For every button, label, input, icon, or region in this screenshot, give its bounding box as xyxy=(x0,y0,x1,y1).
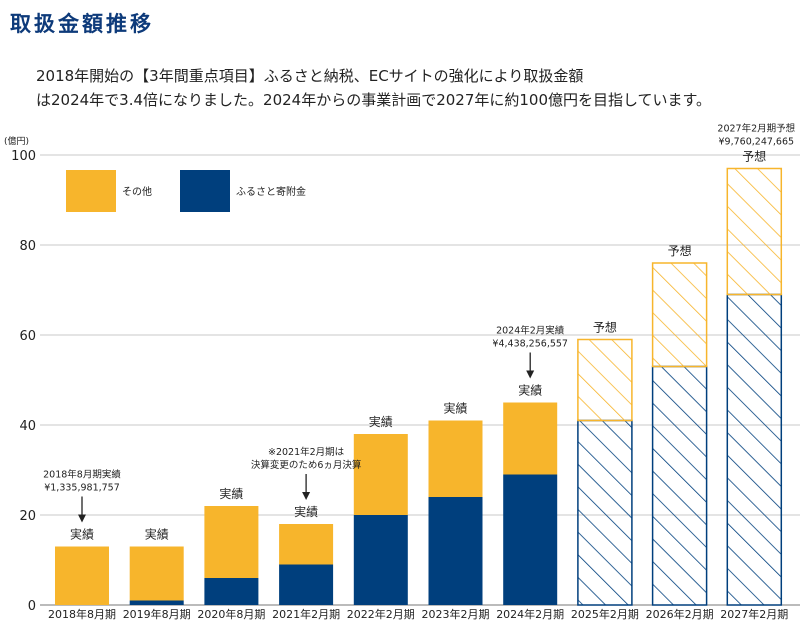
bar-label: 実績 xyxy=(443,401,467,416)
bar-other xyxy=(651,262,708,368)
bar-other xyxy=(353,434,408,515)
description-line-2: は2024年で3.4倍になりました。2024年からの事業計画で2027年に約10… xyxy=(36,91,712,109)
x-tick-label: 2023年2月期 xyxy=(422,607,490,621)
y-tick-label: 40 xyxy=(19,419,36,434)
bar-label: 実績 xyxy=(369,414,393,429)
legend-label: ふるさと寄附金 xyxy=(236,185,306,198)
x-tick-label: 2025年2月期 xyxy=(571,607,639,621)
bar-other xyxy=(279,524,334,565)
x-tick-label: 2018年8月期 xyxy=(48,607,116,621)
bar-other xyxy=(204,506,259,578)
bar-furusato xyxy=(204,578,259,605)
bar-other xyxy=(503,402,558,475)
bar-furusato xyxy=(279,564,334,605)
legend-label: その他 xyxy=(122,185,152,198)
annotation-arrowhead xyxy=(78,514,86,523)
x-tick-label: 2020年8月期 xyxy=(197,607,265,621)
bar-furusato xyxy=(428,497,483,605)
legend-swatch xyxy=(66,170,116,212)
bar-furusato xyxy=(577,419,633,606)
bar-label: 実績 xyxy=(145,527,169,542)
bar-label: 予想 xyxy=(593,320,617,335)
bar-furusato xyxy=(129,600,184,605)
legend-swatch xyxy=(180,170,230,212)
bar-furusato xyxy=(651,365,708,606)
x-tick-label: 2021年2月期 xyxy=(272,607,340,621)
annotation-text: 2024年2月実績 xyxy=(496,325,565,337)
bar-label: 実績 xyxy=(219,486,243,501)
bar-other xyxy=(428,420,483,497)
bar-label: 実績 xyxy=(518,383,542,398)
y-axis-unit-label: (億円) xyxy=(4,135,29,147)
bar-other xyxy=(129,546,184,601)
annotation-text: ¥1,335,981,757 xyxy=(44,483,120,494)
y-tick-label: 60 xyxy=(19,329,36,344)
annotation-arrowhead xyxy=(302,492,311,500)
x-tick-label: 2024年2月期 xyxy=(496,607,564,621)
annotation-text: ¥4,438,256,557 xyxy=(492,339,568,350)
bar-other xyxy=(55,546,109,605)
y-tick-label: 20 xyxy=(19,509,36,524)
annotation-text: ¥9,760,247,665 xyxy=(719,137,795,148)
page-title: 取扱金額推移 xyxy=(10,12,154,36)
annotation-text: 2027年2月期予想 xyxy=(717,123,795,135)
y-tick-label: 80 xyxy=(19,239,36,254)
bar-other xyxy=(577,338,633,422)
bar-label: 予想 xyxy=(742,149,766,164)
x-tick-label: 2026年2月期 xyxy=(646,607,714,621)
description: 2018年開始の【3年間重点項目】ふるさと納税、ECサイトの強化により取扱金額 … xyxy=(36,64,796,112)
annotation-text: 2018年8月期実績 xyxy=(43,469,121,481)
y-tick-label: 0 xyxy=(28,599,36,614)
annotation-text: 決算変更のため6ヵ月決算 xyxy=(251,459,362,471)
y-tick-label: 100 xyxy=(11,149,36,164)
bar-label: 実績 xyxy=(294,504,318,519)
x-tick-label: 2019年8月期 xyxy=(123,607,191,621)
description-line-1: 2018年開始の【3年間重点項目】ふるさと納税、ECサイトの強化により取扱金額 xyxy=(36,67,584,85)
x-tick-label: 2022年2月期 xyxy=(347,607,415,621)
bar-label: 予想 xyxy=(668,243,692,258)
bar-furusato xyxy=(353,515,408,605)
bar-furusato xyxy=(503,474,558,605)
annotation-text: ※2021年2月期は xyxy=(268,446,345,458)
annotation-arrowhead xyxy=(526,370,535,379)
bar-label: 実績 xyxy=(70,527,94,542)
bar-other xyxy=(726,167,783,296)
bar-furusato xyxy=(726,293,783,606)
x-tick-label: 2027年2月期 xyxy=(720,607,788,621)
